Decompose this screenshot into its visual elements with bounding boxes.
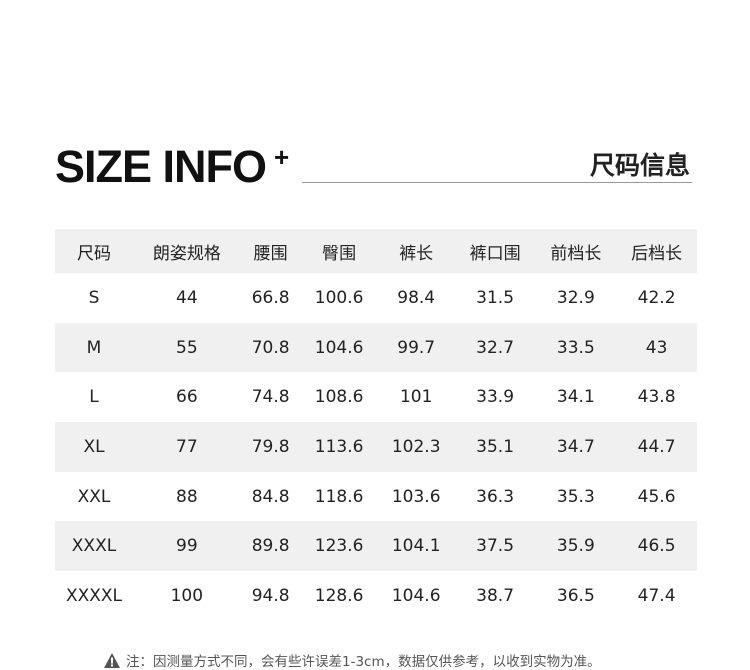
table-cell: 31.5 bbox=[476, 287, 515, 308]
note: 注：因测量方式不同，会有些许误差1-3cm，数据仅供参考，以收到实物为准。 bbox=[104, 650, 601, 670]
table-row: M 55 70.8 104.6 99.7 32.7 33.5 43 bbox=[55, 322, 697, 373]
page-title: SIZE INFO bbox=[55, 141, 267, 192]
column-header: 裤长 bbox=[399, 243, 434, 264]
table-cell: 32.7 bbox=[476, 337, 515, 358]
table-cell: 103.6 bbox=[391, 486, 441, 507]
page-title-cn: 尺码信息 bbox=[589, 151, 690, 180]
table-cell: 108.6 bbox=[314, 387, 364, 408]
column-header: 腰围 bbox=[253, 243, 288, 264]
table-cell: 35.1 bbox=[476, 436, 515, 457]
table-cell: 88 bbox=[176, 486, 198, 507]
table-header-row: 尺码 朗姿规格 腰围 臀围 裤长 裤口围 前档长 后档长 bbox=[55, 229, 697, 273]
table-cell: 74.8 bbox=[251, 387, 290, 408]
table-row: XXXL 99 89.8 123.6 104.1 37.5 35.9 46.5 bbox=[55, 521, 697, 572]
table-cell: 113.6 bbox=[314, 436, 364, 457]
divider bbox=[302, 182, 692, 183]
table-cell: 44 bbox=[176, 287, 198, 308]
table-cell: 43 bbox=[645, 337, 668, 358]
table-cell: 33.9 bbox=[476, 387, 515, 408]
table-cell: 100.6 bbox=[314, 287, 364, 308]
table-cell: 47.4 bbox=[637, 585, 676, 606]
table-row: XXXXL 100 94.8 128.6 104.6 38.7 36.5 47.4 bbox=[55, 571, 697, 621]
size-table: 尺码 朗姿规格 腰围 臀围 裤长 裤口围 前档长 后档长 S 44 66.8 100.6 98.4 31… bbox=[55, 229, 697, 621]
table-cell: 128.6 bbox=[314, 585, 364, 606]
plus-mark: + bbox=[274, 142, 290, 172]
table-cell: 36.5 bbox=[556, 585, 595, 606]
column-header: 裤口围 bbox=[469, 243, 521, 264]
table-cell: 37.5 bbox=[476, 536, 515, 557]
warning-icon bbox=[104, 652, 120, 668]
table-cell: 100 bbox=[170, 585, 204, 606]
table-cell: 45.6 bbox=[637, 486, 676, 507]
table-cell: 84.8 bbox=[251, 486, 290, 507]
table-cell: 35.3 bbox=[556, 486, 595, 507]
table-cell: 118.6 bbox=[314, 486, 364, 507]
table-cell: XXL bbox=[77, 486, 111, 507]
table-cell: 66.8 bbox=[251, 287, 290, 308]
table-cell: M bbox=[86, 337, 102, 358]
table-cell: 104.6 bbox=[391, 585, 441, 606]
table-cell: 44.7 bbox=[637, 436, 676, 457]
note-text: 注：因测量方式不同，会有些许误差1-3cm，数据仅供参考，以收到实物为准。 bbox=[126, 654, 601, 670]
table-cell: 98.4 bbox=[397, 287, 436, 308]
table-cell: 94.8 bbox=[251, 585, 290, 606]
table-cell: 89.8 bbox=[251, 536, 290, 557]
table-cell: 99.7 bbox=[397, 337, 436, 358]
table-cell: 36.3 bbox=[476, 486, 515, 507]
table-cell: 42.2 bbox=[637, 287, 676, 308]
table-row: L 66 74.8 108.6 101 33.9 34.1 43.8 bbox=[55, 372, 697, 422]
table-cell: S bbox=[88, 287, 100, 308]
column-header: 后档长 bbox=[631, 243, 683, 264]
table-cell: 104.6 bbox=[314, 337, 364, 358]
table-cell: 104.1 bbox=[391, 536, 441, 557]
table-cell: L bbox=[89, 387, 99, 408]
table-cell: 43.8 bbox=[637, 387, 676, 408]
table-cell: 77 bbox=[176, 436, 198, 457]
table-cell: XXXXL bbox=[65, 585, 123, 606]
table-cell: 34.1 bbox=[556, 387, 595, 408]
table-cell: 66 bbox=[176, 387, 198, 408]
table-cell: 32.9 bbox=[556, 287, 595, 308]
table-row: XL 77 79.8 113.6 102.3 35.1 34.7 44.7 bbox=[55, 422, 697, 472]
table-row: S 44 66.8 100.6 98.4 31.5 32.9 42.2 bbox=[55, 273, 697, 323]
column-header: 前档长 bbox=[550, 243, 602, 264]
table-cell: 101 bbox=[399, 387, 433, 408]
column-header: 臀围 bbox=[322, 243, 357, 264]
table-cell: 70.8 bbox=[251, 337, 290, 358]
table-cell: 55 bbox=[176, 337, 198, 358]
table-cell: 38.7 bbox=[476, 585, 515, 606]
table-cell: 99 bbox=[176, 536, 198, 557]
table-cell: XXXL bbox=[71, 536, 117, 557]
column-header: 尺码 bbox=[77, 243, 111, 264]
table-row: XXL 88 84.8 118.6 103.6 36.3 35.3 45.6 bbox=[55, 472, 697, 522]
table-cell: 33.5 bbox=[556, 337, 595, 358]
table-cell: 35.9 bbox=[556, 536, 595, 557]
table-cell: 46.5 bbox=[637, 536, 676, 557]
table-cell: 34.7 bbox=[556, 436, 595, 457]
column-header: 朗姿规格 bbox=[152, 243, 221, 264]
table-cell: XL bbox=[83, 436, 105, 457]
table-cell: 102.3 bbox=[391, 436, 441, 457]
table-cell: 79.8 bbox=[251, 436, 290, 457]
table-cell: 123.6 bbox=[314, 536, 364, 557]
